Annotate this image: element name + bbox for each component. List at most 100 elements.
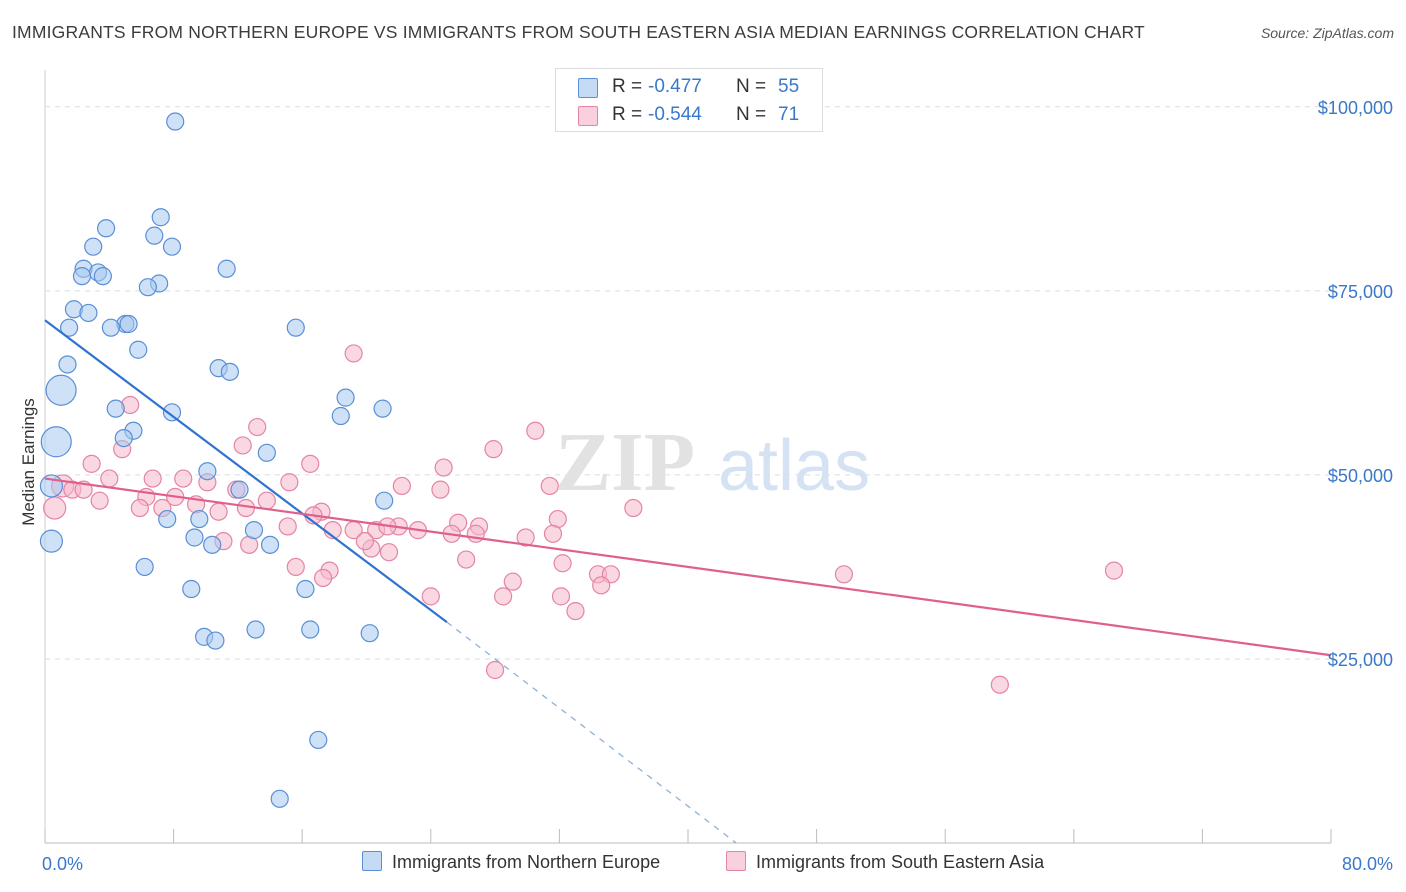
point-northern-europe	[217, 259, 236, 278]
point-northern-europe	[158, 509, 177, 529]
point-northern-europe	[270, 789, 289, 808]
point-northern-europe	[79, 303, 98, 323]
point-south-eastern-asia	[313, 568, 333, 588]
point-south-eastern-asia	[344, 344, 363, 363]
chart-title: IMMIGRANTS FROM NORTHERN EUROPE VS IMMIG…	[12, 22, 1145, 42]
point-south-eastern-asia	[1104, 561, 1124, 580]
bottom-legend-label: Immigrants from Northern Europe	[392, 852, 661, 872]
point-northern-europe	[93, 267, 112, 286]
point-south-eastern-asia	[494, 587, 513, 606]
watermark-zip: ZIP	[555, 416, 695, 509]
point-south-eastern-asia	[566, 601, 585, 621]
point-south-eastern-asia	[90, 491, 109, 510]
point-northern-europe	[96, 219, 116, 238]
trend-line-south-eastern-asia	[44, 477, 1332, 657]
point-south-eastern-asia	[257, 491, 276, 510]
point-northern-europe	[58, 355, 77, 374]
point-northern-europe	[40, 426, 72, 458]
point-northern-europe	[72, 267, 92, 286]
point-northern-europe	[45, 374, 77, 406]
point-northern-europe	[182, 579, 201, 599]
point-south-eastern-asia	[421, 587, 440, 606]
point-northern-europe	[206, 631, 225, 650]
point-northern-europe	[185, 528, 204, 547]
y-tick-label: $100,000	[1318, 98, 1393, 118]
point-south-eastern-asia	[486, 660, 505, 680]
point-northern-europe	[84, 237, 103, 256]
point-northern-europe	[230, 480, 249, 499]
point-northern-europe	[129, 340, 148, 359]
point-south-eastern-asia	[543, 524, 563, 543]
point-south-eastern-asia	[834, 565, 854, 584]
point-south-eastern-asia	[43, 496, 67, 520]
point-south-eastern-asia	[484, 440, 503, 459]
point-south-eastern-asia	[174, 469, 193, 488]
bottom-legend-northern-europe: Immigrants from Northern Europe	[362, 851, 660, 873]
point-northern-europe	[309, 730, 328, 750]
point-south-eastern-asia	[434, 458, 453, 477]
watermark: ZIP atlas	[555, 416, 870, 509]
point-northern-europe	[257, 443, 276, 462]
point-south-eastern-asia	[516, 528, 535, 547]
point-northern-europe	[336, 388, 355, 407]
point-south-eastern-asia	[286, 557, 305, 577]
point-south-eastern-asia	[431, 480, 450, 499]
point-south-eastern-asia	[592, 576, 611, 595]
point-northern-europe	[135, 557, 154, 577]
trend-lines	[44, 319, 1332, 844]
x-tick-label: 0.0%	[42, 854, 83, 874]
point-northern-europe	[301, 620, 320, 639]
legend-r-value: -0.544	[648, 104, 702, 125]
watermark-atlas: atlas	[718, 426, 870, 506]
point-northern-europe	[190, 509, 209, 529]
point-south-eastern-asia	[457, 550, 476, 569]
legend-n-label: N =	[736, 104, 767, 125]
y-tick-label: $50,000	[1328, 466, 1393, 486]
legend-n-label: N =	[736, 76, 767, 97]
point-south-eastern-asia	[209, 502, 228, 521]
series-northern-europe-points	[39, 112, 394, 808]
bottom-legend-label: Immigrants from South Eastern Asia	[756, 852, 1045, 872]
point-northern-europe	[162, 403, 182, 422]
point-south-eastern-asia	[553, 554, 572, 573]
point-south-eastern-asia	[301, 454, 320, 473]
point-south-eastern-asia	[379, 543, 399, 562]
point-northern-europe	[260, 535, 280, 554]
x-tick-label: 80.0%	[1342, 854, 1393, 874]
point-south-eastern-asia	[100, 469, 119, 488]
grid-lines	[45, 106, 1331, 660]
point-northern-europe	[162, 237, 182, 256]
point-south-eastern-asia	[540, 476, 559, 496]
correlation-legend: R = -0.477 N = 55 R = -0.544 N = 71	[555, 68, 823, 132]
point-northern-europe	[39, 474, 64, 498]
point-northern-europe	[166, 112, 185, 131]
bottom-legend-swatch-blue	[362, 851, 382, 871]
point-northern-europe	[119, 314, 138, 334]
point-south-eastern-asia	[466, 524, 485, 543]
point-northern-europe	[296, 579, 315, 599]
point-northern-europe	[114, 428, 133, 448]
legend-n-value: 71	[778, 104, 800, 125]
legend-n-value: 55	[778, 76, 800, 97]
point-south-eastern-asia	[233, 436, 252, 455]
point-northern-europe	[331, 406, 350, 426]
point-northern-europe	[373, 399, 392, 418]
point-northern-europe	[101, 318, 121, 337]
point-northern-europe	[203, 535, 222, 554]
legend-r-label: R =	[612, 76, 643, 97]
point-south-eastern-asia	[82, 454, 101, 473]
trend-line-northern-europe-extension	[446, 621, 737, 844]
bottom-legend-swatch-pink	[726, 851, 746, 871]
point-south-eastern-asia	[355, 532, 374, 551]
y-tick-label: $75,000	[1328, 282, 1393, 302]
point-northern-europe	[60, 318, 79, 337]
point-south-eastern-asia	[278, 517, 297, 536]
point-northern-europe	[375, 491, 394, 510]
point-south-eastern-asia	[503, 572, 522, 591]
point-northern-europe	[360, 624, 379, 643]
trend-line-northern-europe	[44, 319, 448, 624]
point-northern-europe	[151, 208, 170, 227]
x-tick-labels: 0.0% 80.0%	[42, 854, 1393, 874]
point-northern-europe	[244, 521, 264, 540]
